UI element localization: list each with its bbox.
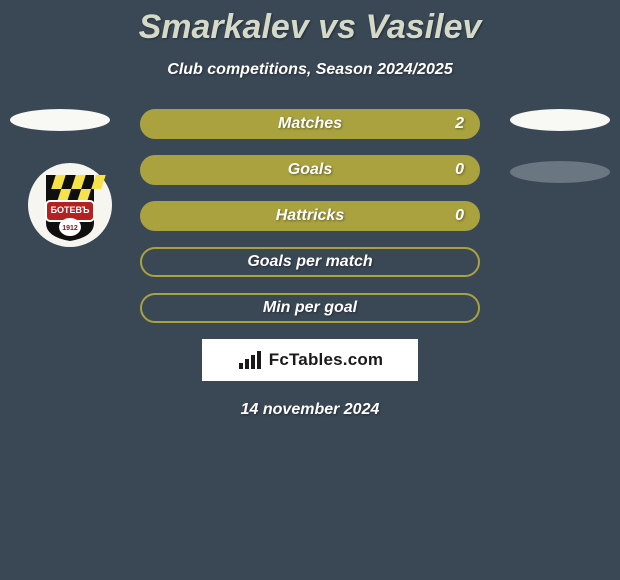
stat-label: Goals per match [247,253,372,271]
stat-value: 0 [455,207,464,225]
stat-label: Matches [278,115,342,133]
attribution-box: FcTables.com [202,339,418,381]
stat-bar-matches: Matches 2 [140,109,480,139]
stat-value: 2 [455,115,464,133]
badge-year: 1912 [62,225,78,232]
comparison-panel: БОТЕВЪ 1912 Matches 2 Goals 0 Hattricks … [0,109,620,419]
page-title: Smarkalev vs Vasilev [0,0,620,47]
right-chip-2 [510,161,610,183]
stat-bar-goals: Goals 0 [140,155,480,185]
club-badge-icon: БОТЕВЪ 1912 [28,163,112,247]
stat-bar-goals-per-match: Goals per match [140,247,480,277]
subtitle: Club competitions, Season 2024/2025 [0,61,620,79]
stat-label: Goals [288,161,332,179]
stat-label: Min per goal [263,299,357,317]
stat-bar-hattricks: Hattricks 0 [140,201,480,231]
badge-text: БОТЕВЪ [51,205,90,215]
left-chip-1 [10,109,110,131]
date-text: 14 november 2024 [0,401,620,419]
stat-bar-min-per-goal: Min per goal [140,293,480,323]
attribution-text: FcTables.com [269,350,384,370]
bars-chart-icon [237,349,263,371]
right-chip-1 [510,109,610,131]
stat-bars: Matches 2 Goals 0 Hattricks 0 Goals per … [140,109,480,323]
stat-value: 0 [455,161,464,179]
stat-label: Hattricks [276,207,344,225]
